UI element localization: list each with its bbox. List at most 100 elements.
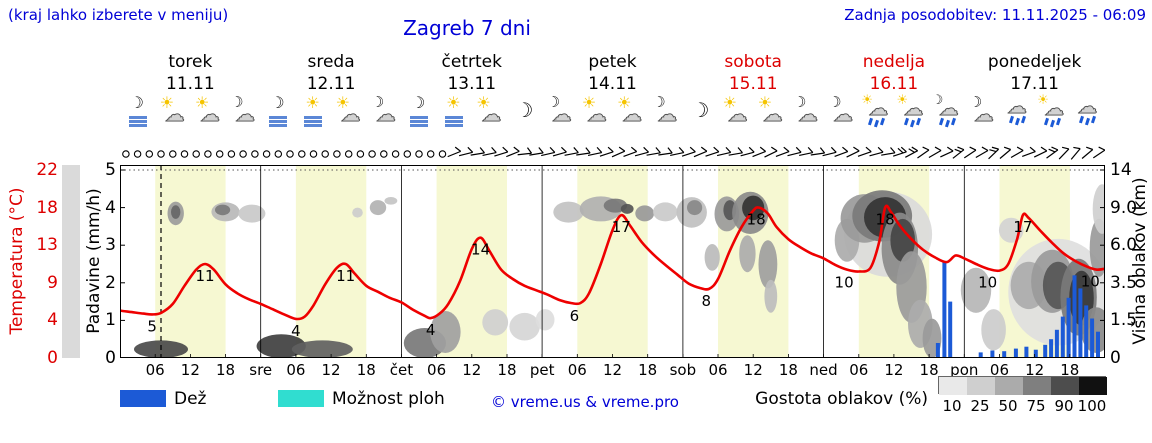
- cloud-tick-value: 0: [1110, 348, 1121, 368]
- cloud-icon: ☁: [973, 102, 994, 126]
- prec-tick-value: 0: [105, 348, 116, 368]
- wind-barb: [494, 146, 509, 157]
- density-level-label: 90: [1054, 397, 1074, 415]
- x-tick-18: 18: [356, 361, 376, 379]
- cloud-density-scale: [938, 376, 1107, 395]
- cloud-icon: ☁: [833, 102, 854, 126]
- wind-barb: [1022, 146, 1036, 157]
- wind-barb-row: [122, 146, 1105, 160]
- raindrop-icon: [1021, 115, 1026, 124]
- wind-barb: [857, 146, 872, 157]
- calm-wind-circle: [298, 150, 306, 158]
- sun-icon: ☀: [581, 93, 597, 112]
- day-header-sreda: sreda 12.11: [261, 51, 402, 95]
- copyright-link[interactable]: © vreme.us & vreme.pro: [491, 393, 679, 411]
- wind-barb: [693, 146, 708, 158]
- weather-icon-sun-cloud: ☀ ☁: [192, 94, 224, 132]
- rain-legend-label: Dež: [174, 389, 207, 409]
- cloud-icon: ☁: [903, 96, 924, 120]
- fog-line-icon: [304, 124, 323, 127]
- wind-barb: [988, 146, 1000, 160]
- sun-icon: ☀: [896, 93, 909, 108]
- prec-tick-value: 2: [105, 272, 116, 293]
- calm-wind-circle: [133, 150, 142, 158]
- calm-wind-circle: [215, 150, 224, 158]
- fog-line-icon: [128, 120, 147, 123]
- weather-icon-rain-sun: ☀ ☁: [896, 94, 928, 132]
- calm-wind-circle: [368, 150, 376, 158]
- moon-icon: ☽: [270, 93, 285, 112]
- fog-line-icon: [410, 116, 429, 119]
- cloud-icon: ☁: [622, 102, 643, 126]
- fog-line-icon: [445, 120, 464, 123]
- fog-line-icon: [445, 116, 464, 119]
- temp-tick-value: 4: [47, 310, 58, 331]
- fog-line-icon: [304, 116, 323, 119]
- calm-wind-circle: [157, 150, 165, 158]
- x-tick-12: 12: [884, 361, 904, 379]
- wind-barb: [952, 146, 965, 159]
- cloud-axis-label: Višina oblakov (km): [1130, 177, 1150, 345]
- density-swatch-90: [1051, 377, 1079, 395]
- weather-icon-moon-cloud: ☽ ☁: [368, 94, 400, 132]
- day-date: 12.11: [306, 74, 356, 94]
- svg-text:4: 4: [426, 321, 436, 339]
- sun-icon: ☀: [617, 93, 632, 112]
- fog-line-icon: [410, 124, 429, 127]
- wind-barb: [564, 147, 579, 156]
- svg-text:17: 17: [612, 218, 631, 236]
- weather-icon-moon-cloud: ☽ ☁: [790, 94, 822, 132]
- calm-wind-circle: [274, 150, 283, 158]
- x-tick-12: 12: [602, 361, 623, 379]
- fog-line-icon: [128, 116, 147, 119]
- last-updated: Zadnja posodobitev: 11.11.2025 - 06:09: [844, 6, 1146, 24]
- calm-wind-circle: [415, 150, 423, 158]
- raindrop-icon: [880, 117, 885, 126]
- fog-line-icon: [128, 124, 147, 127]
- moon-icon: ☽: [370, 93, 385, 111]
- day-header-torek: torek 11.11: [120, 51, 261, 95]
- moon-icon: ☽: [828, 93, 842, 111]
- wind-barb: [728, 147, 743, 156]
- weather-icon-moon-cloud: ☽ ☁: [825, 94, 857, 132]
- calm-wind-circle: [380, 150, 388, 158]
- svg-text:17: 17: [1013, 218, 1032, 236]
- wind-barb: [834, 146, 849, 157]
- sun-icon: ☀: [194, 93, 210, 112]
- moon-icon: ☽: [968, 93, 983, 111]
- calm-wind-circle: [122, 150, 130, 158]
- plot-svg: 5 11 4 11 4 14 6 17 8 18 10 18 10 17 10: [120, 165, 1105, 358]
- cloud-tick-value: 1.5: [1110, 310, 1138, 331]
- wind-barb: [681, 146, 696, 157]
- svg-text:18: 18: [747, 211, 766, 229]
- weather-icon-sun-cloud: ☀ ☁: [755, 94, 787, 132]
- cloud-tick-value: 6.0: [1110, 235, 1138, 256]
- weather-icon-sun-fog: ☀: [297, 94, 329, 132]
- weather-icon-moon-cloud: ☽ ☁: [227, 94, 259, 132]
- calm-wind-circle: [262, 150, 271, 158]
- day-header-četrtek: četrtek 13.11: [401, 51, 542, 95]
- day-name: sreda: [307, 52, 355, 72]
- day-date: 14.11: [588, 74, 637, 94]
- day-name: petek: [588, 52, 637, 72]
- weather-icon-moon: ☽: [509, 94, 541, 132]
- prec-tick-value: 5: [105, 160, 116, 180]
- day-header-sobota: sobota 15.11: [683, 51, 824, 95]
- temp-value-labels: 5 11 4 11 4 14 6 17 8 18 10 18 10 17 10: [147, 211, 1099, 340]
- x-tick-18: 18: [215, 361, 236, 379]
- density-swatch-50: [995, 377, 1023, 395]
- location-hint[interactable]: (kraj lahko izberete v meniju): [8, 6, 229, 24]
- wind-barb: [658, 147, 673, 156]
- weather-icon-moon: ☽: [684, 94, 716, 132]
- moon-icon: ☽: [691, 98, 710, 122]
- x-tick-pet: pet: [529, 361, 555, 379]
- cloud-icon: ☁: [727, 102, 748, 126]
- sun-icon: ☀: [861, 93, 873, 108]
- cloud-icon: ☁: [1077, 94, 1098, 118]
- wind-barb: [822, 146, 837, 157]
- day-name: sobota: [724, 52, 782, 72]
- fog-line-icon: [269, 116, 288, 119]
- fog-line-icon: [410, 120, 429, 123]
- x-tick-12: 12: [1025, 361, 1045, 379]
- wind-barb: [799, 146, 814, 157]
